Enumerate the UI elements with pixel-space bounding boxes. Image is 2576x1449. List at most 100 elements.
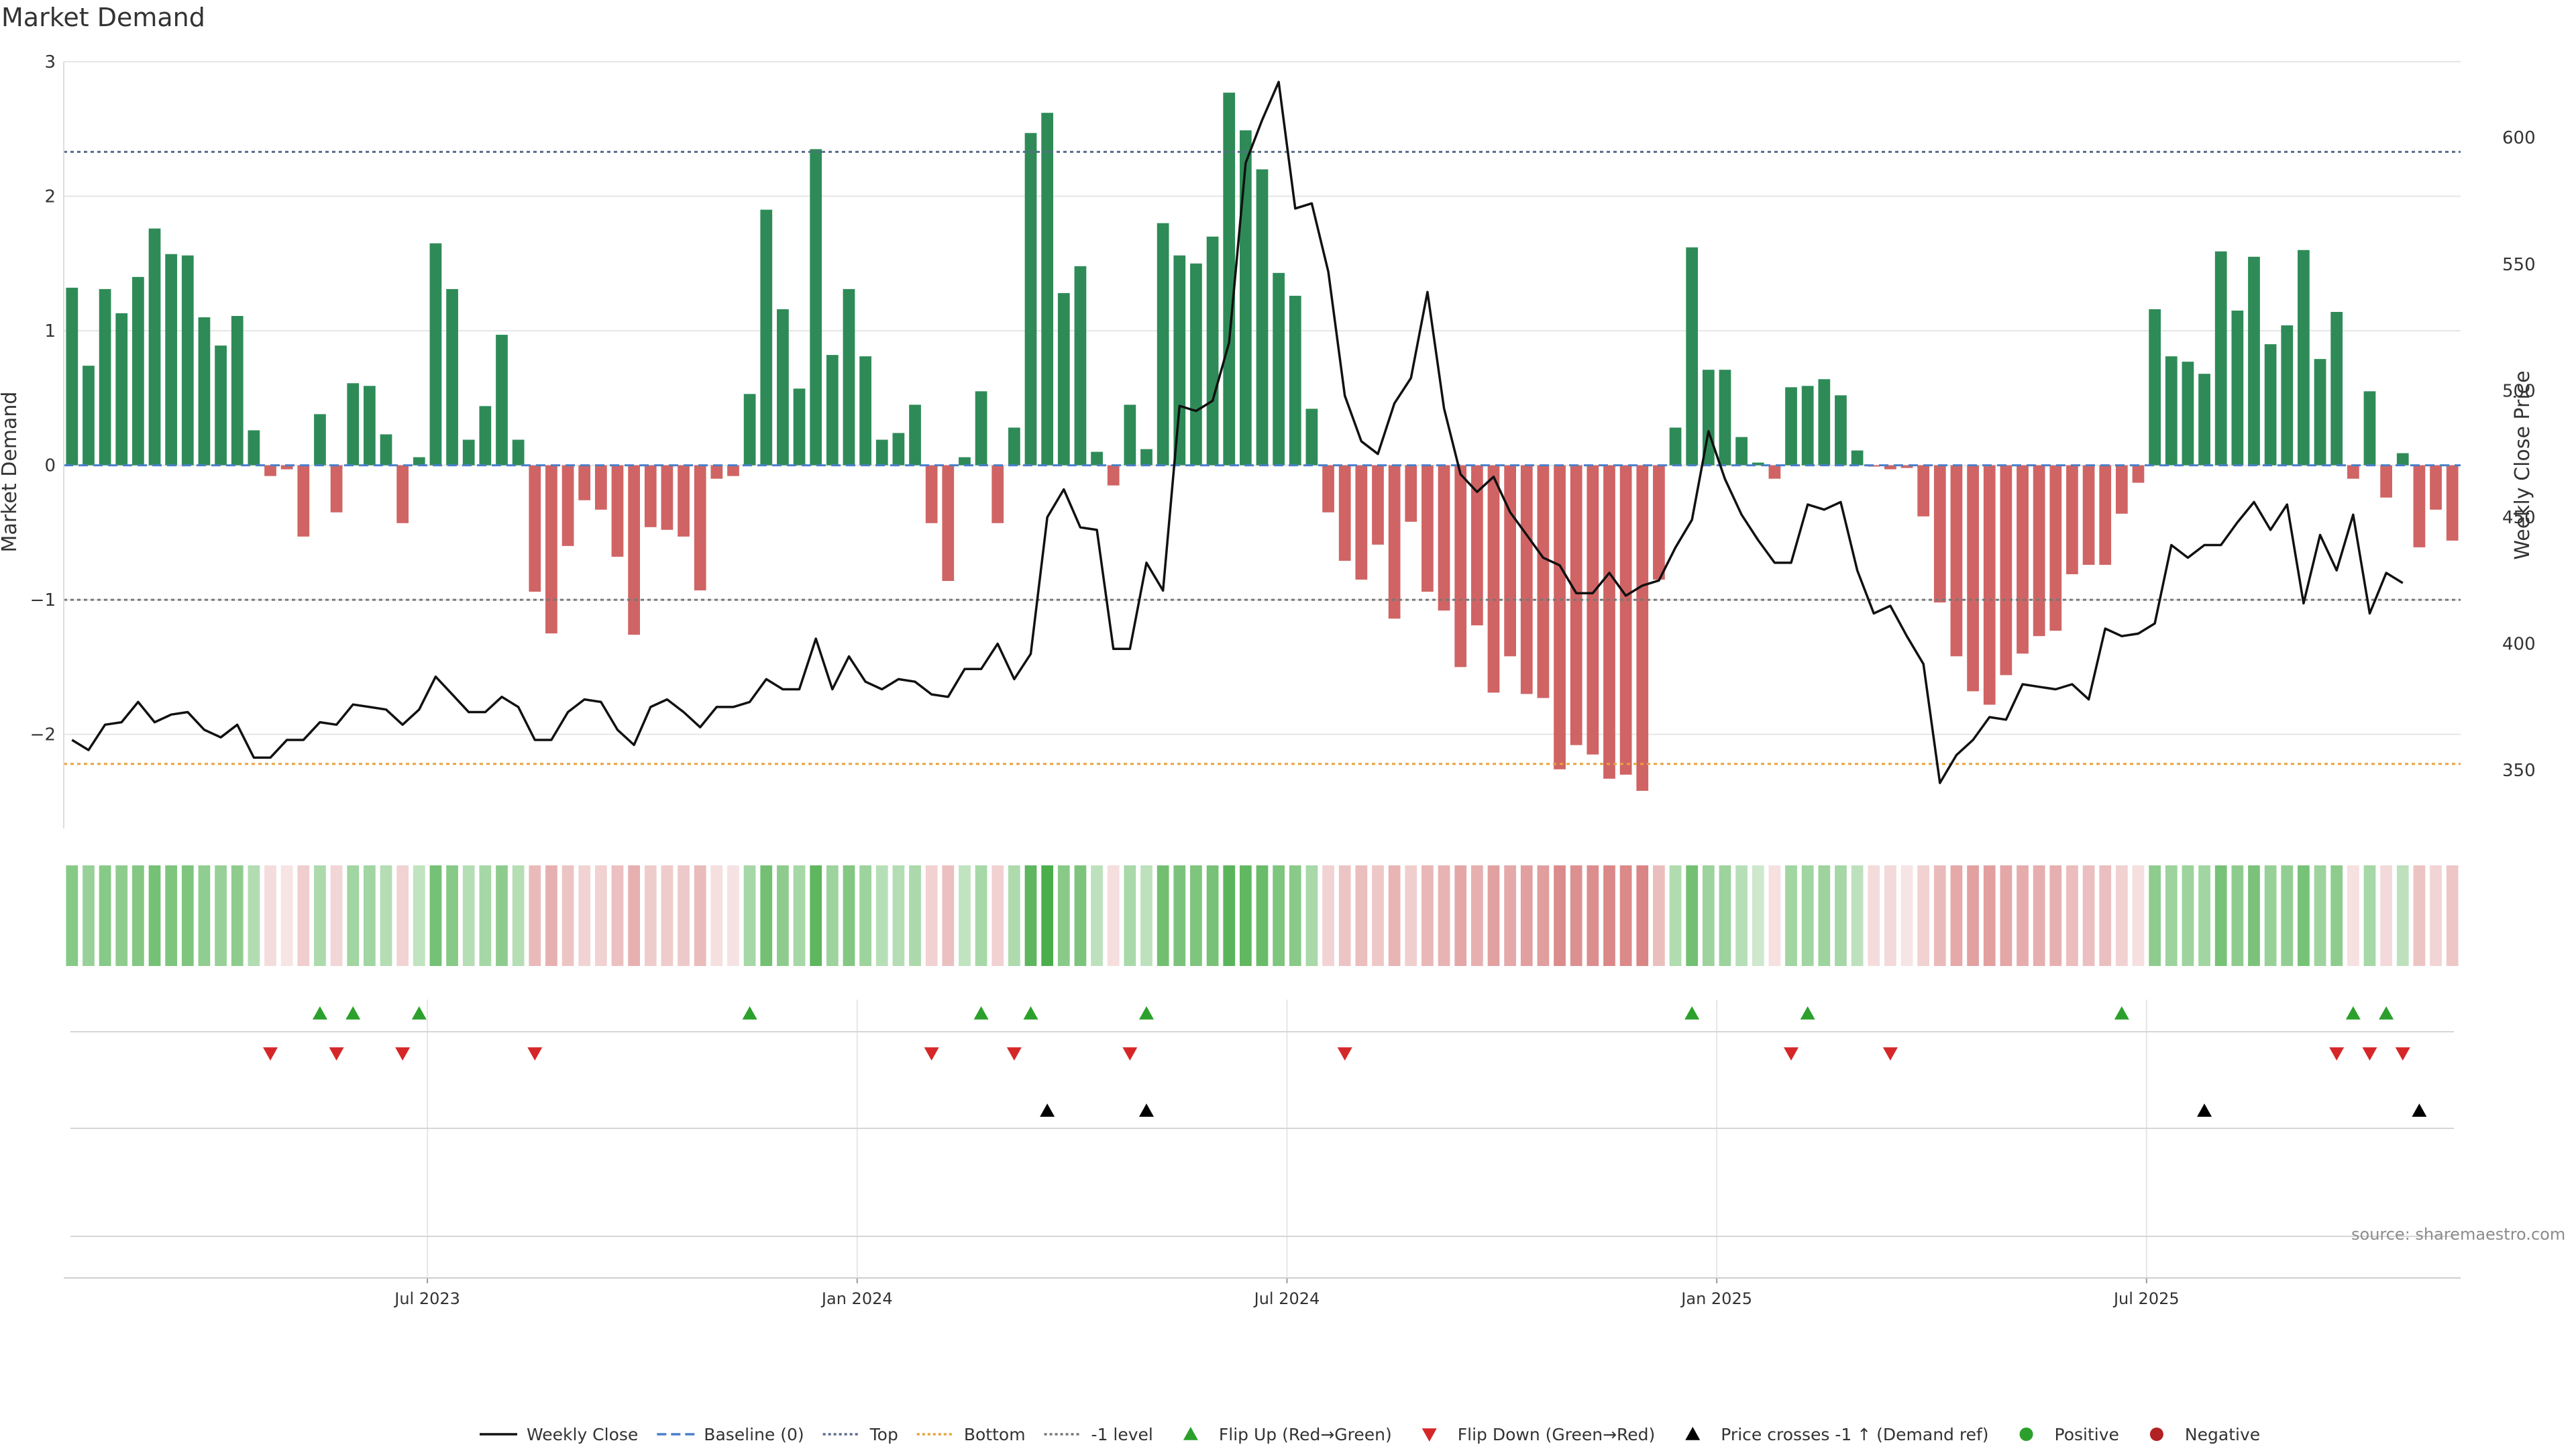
regime-cell: [710, 865, 723, 966]
demand-bar: [1289, 295, 1301, 466]
regime-cell: [198, 865, 211, 966]
regime-cell: [1504, 865, 1516, 966]
regime-cell: [1835, 865, 1847, 966]
regime-cell: [1603, 865, 1615, 966]
demand-bar: [1074, 266, 1087, 466]
regime-cell: [1338, 865, 1351, 966]
demand-bar: [1950, 465, 1963, 657]
demand-bar: [942, 465, 955, 582]
regime-cell: [661, 865, 674, 966]
regime-cell: [1619, 865, 1632, 966]
demand-bar: [925, 465, 938, 523]
y-tick-label: 0: [44, 456, 56, 476]
regime-cell: [2347, 865, 2359, 966]
flip-up-marker: [1139, 1006, 1155, 1020]
demand-bars-layer: [66, 93, 2459, 791]
regime-cell: [1124, 865, 1136, 966]
legend-label: Bottom: [964, 1425, 1026, 1444]
regime-cell: [2049, 865, 2062, 966]
demand-bar: [132, 276, 144, 466]
demand-bar: [512, 439, 525, 466]
regime-cell: [843, 865, 855, 966]
y-axis-title: Market Demand: [0, 392, 21, 553]
regime-cell: [644, 865, 657, 966]
demand-bar: [1322, 465, 1334, 513]
regime-cell: [810, 865, 822, 966]
legend-swatch: [1183, 1427, 1198, 1440]
regime-cell: [2198, 865, 2210, 966]
demand-bar: [363, 386, 376, 466]
regime-cell: [1322, 865, 1334, 966]
demand-bar: [446, 288, 458, 466]
demand-bar: [1603, 465, 1615, 779]
demand-bar: [1140, 449, 1152, 466]
demand-bar: [1405, 465, 1417, 522]
regime-cell: [2132, 865, 2145, 966]
regime-cell: [1289, 865, 1301, 966]
flip-up-marker: [1800, 1006, 1815, 1020]
regime-cell: [1140, 865, 1152, 966]
regime-cell: [1470, 865, 1483, 966]
regime-cell: [1669, 865, 1682, 966]
demand-bar: [1735, 437, 1748, 466]
demand-bar: [66, 287, 78, 466]
demand-bar: [1256, 169, 1269, 466]
regime-cell: [1256, 865, 1269, 966]
demand-bar: [1719, 370, 1731, 466]
y2-tick-label: 450: [2502, 508, 2536, 528]
regime-cell: [1372, 865, 1384, 966]
demand-bar: [545, 465, 557, 634]
regime-strip-layer: [66, 865, 2459, 966]
chart-title: Market Demand: [1, 3, 205, 32]
regime-cell: [1487, 865, 1500, 966]
regime-cell: [115, 865, 128, 966]
demand-bar: [1487, 465, 1500, 693]
demand-bar: [1388, 465, 1401, 619]
demand-bar: [83, 366, 95, 466]
flip-down-marker: [527, 1047, 543, 1061]
demand-bar: [2132, 465, 2145, 483]
demand-bar: [694, 465, 706, 591]
demand-bar: [314, 414, 326, 466]
regime-cell: [2082, 865, 2095, 966]
regime-cell: [1752, 865, 1764, 966]
demand-bar: [1223, 93, 1236, 466]
demand-bar: [297, 465, 310, 537]
flip-down-marker: [924, 1047, 939, 1061]
signal-markers-layer: [70, 1006, 2454, 1237]
regime-cell: [678, 865, 690, 966]
y2-tick-label: 350: [2502, 761, 2536, 781]
demand-bar: [1024, 133, 1037, 466]
demand-bar: [875, 439, 888, 466]
demand-bar: [1008, 427, 1020, 466]
regime-cell: [892, 865, 905, 966]
flip-down-marker: [395, 1047, 411, 1061]
demand-bar: [1157, 223, 1169, 466]
demand-bar: [1818, 379, 1831, 466]
demand-bar: [1421, 465, 1434, 592]
legend-label: Negative: [2185, 1425, 2260, 1444]
regime-cell: [1967, 865, 1979, 966]
regime-cell: [231, 865, 244, 966]
demand-bar: [413, 457, 425, 466]
regime-cell: [1653, 865, 1665, 966]
demand-bar: [148, 228, 161, 466]
price-cross-marker: [2412, 1104, 2427, 1117]
demand-bar: [678, 465, 690, 537]
x-tick-label: Jul 2023: [393, 1289, 460, 1308]
regime-cell: [330, 865, 343, 966]
demand-bar: [975, 391, 987, 466]
demand-bar: [743, 394, 756, 466]
regime-cell: [2248, 865, 2260, 966]
demand-bar: [991, 465, 1004, 523]
demand-bar: [429, 243, 442, 466]
regime-cell: [1454, 865, 1467, 966]
demand-bar: [793, 388, 806, 466]
flip-up-marker: [973, 1006, 989, 1020]
y2-tick-label: 500: [2502, 381, 2536, 401]
regime-cell: [529, 865, 541, 966]
regime-cell: [2066, 865, 2078, 966]
demand-bar: [1768, 465, 1781, 479]
flip-up-marker: [411, 1006, 427, 1020]
